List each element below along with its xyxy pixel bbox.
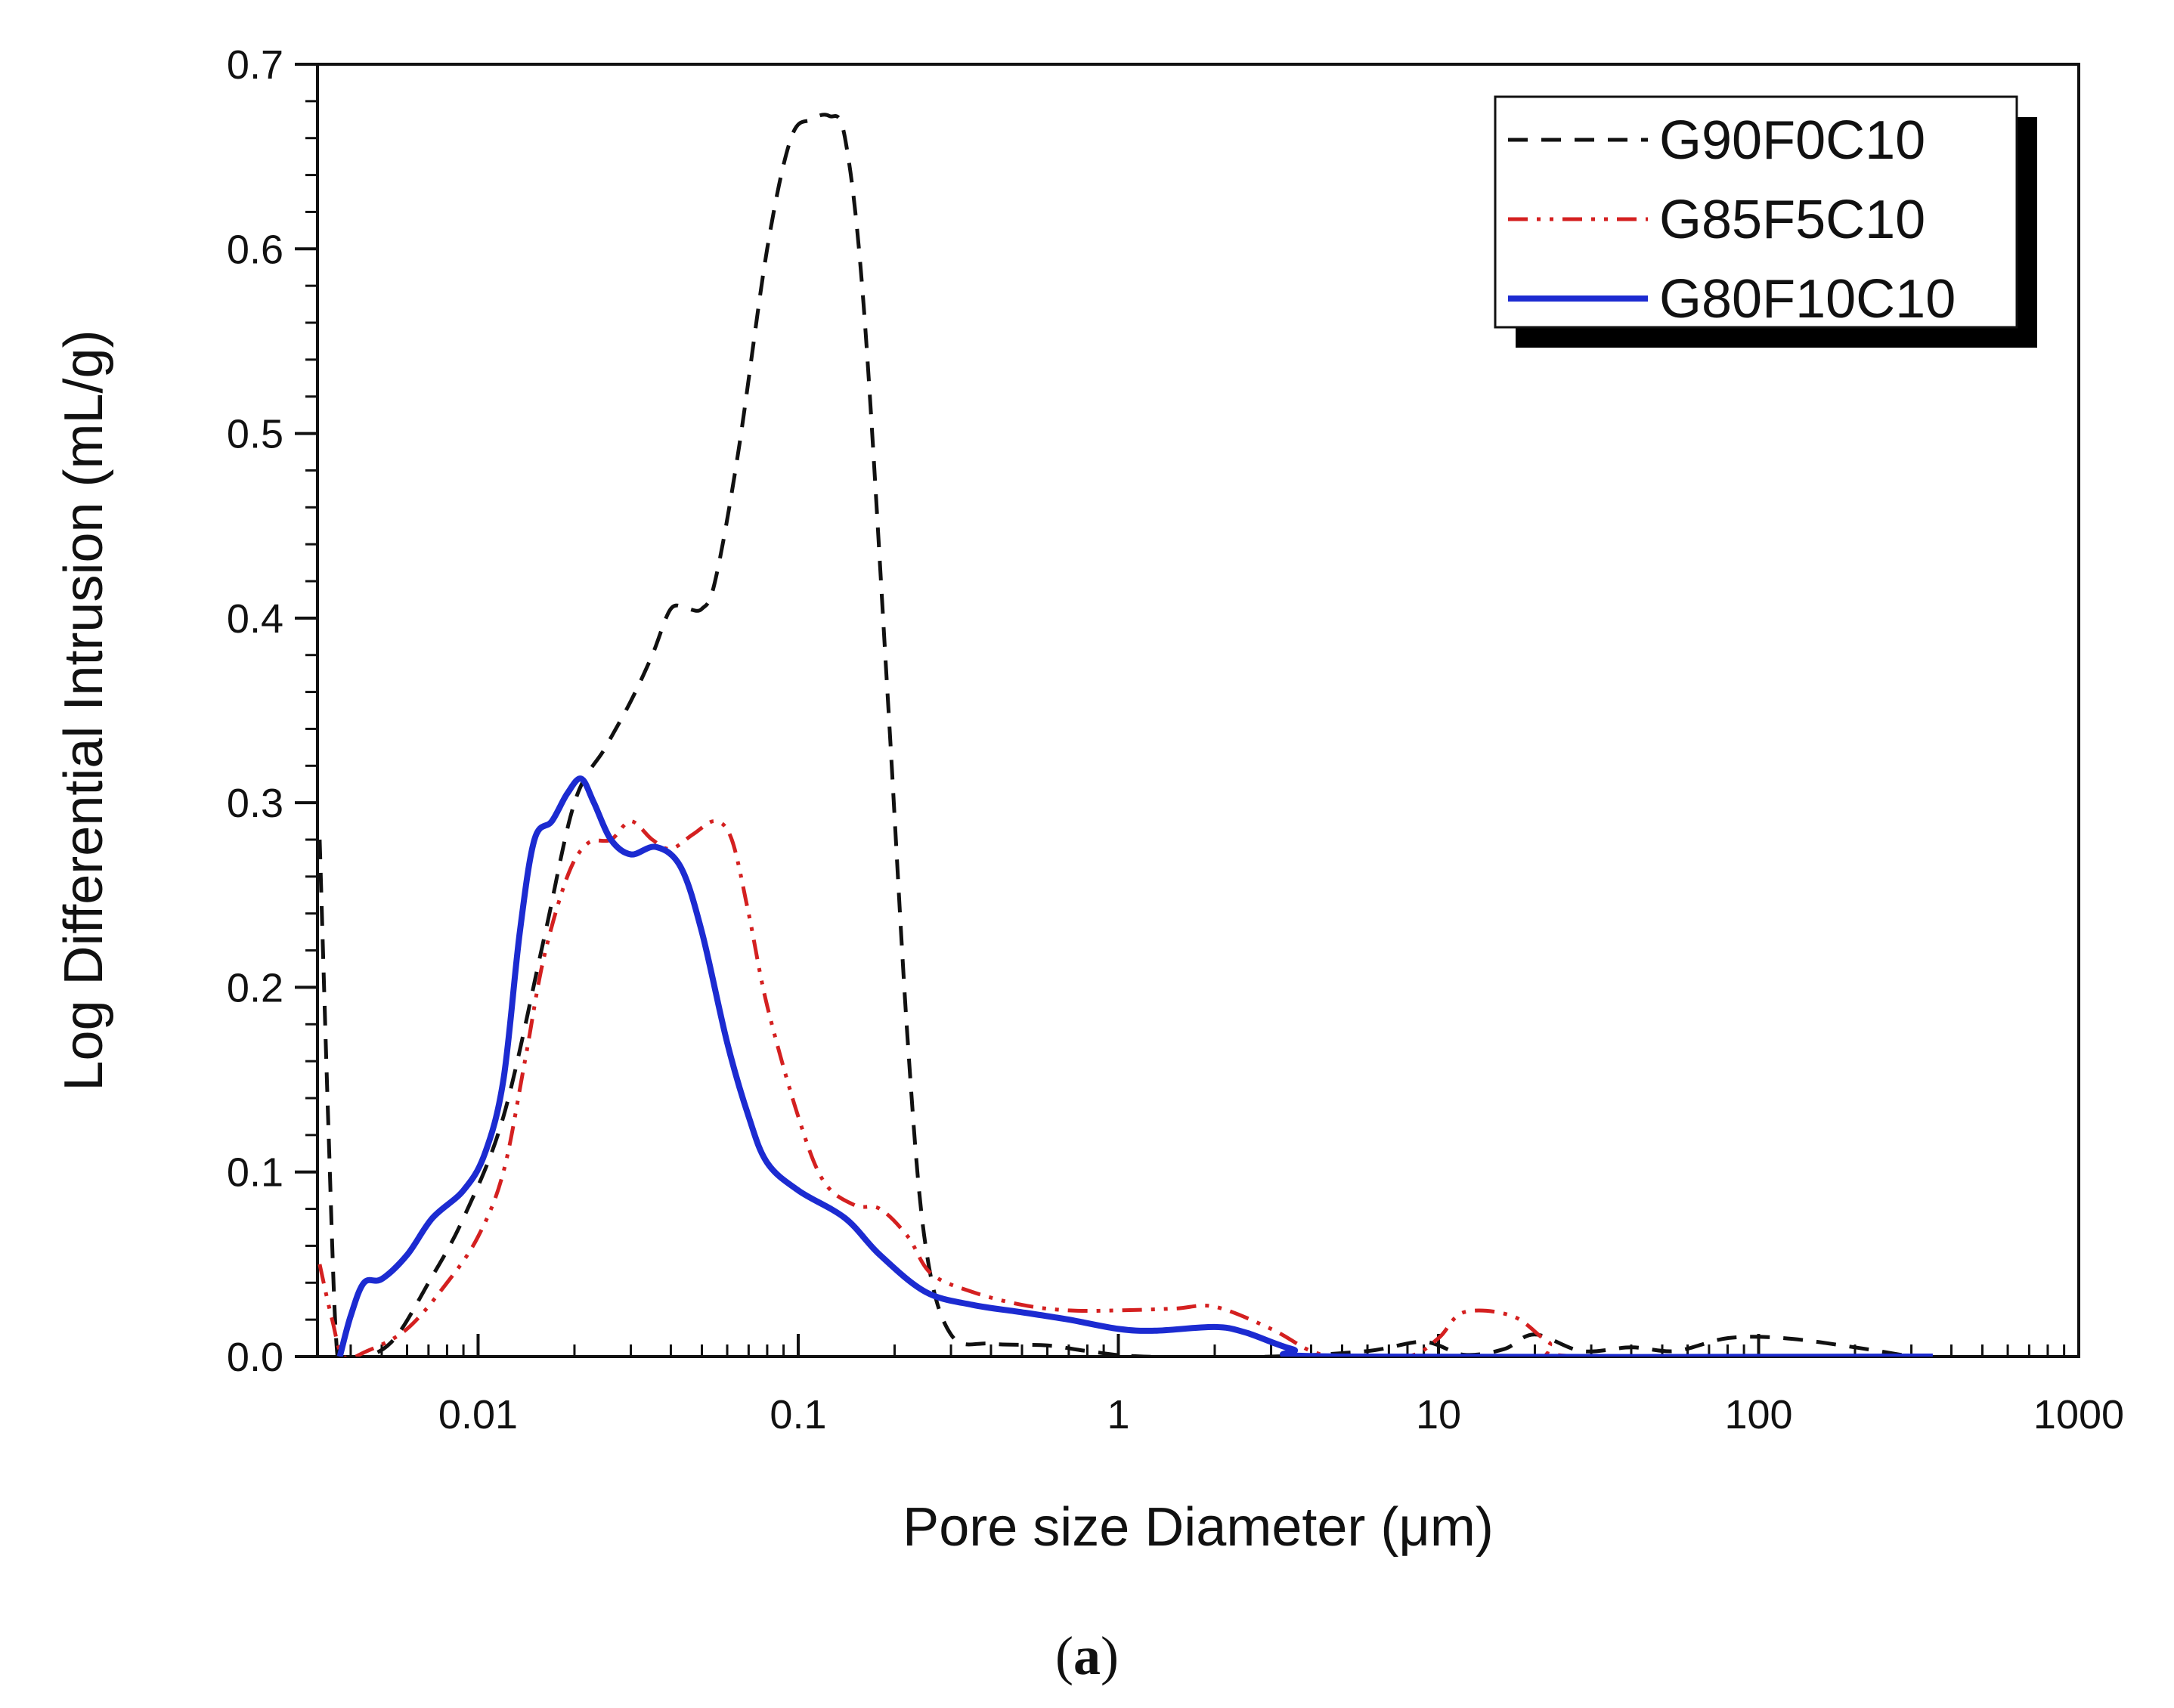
series-lines — [317, 113, 1933, 1357]
x-tick-label: 0.01 — [438, 1392, 518, 1437]
x-tick-label: 0.1 — [770, 1392, 826, 1437]
plot-area — [295, 63, 2080, 1358]
series-line-g80f10c10 — [336, 775, 1933, 1357]
plot-frame — [316, 63, 2080, 1358]
series-line-g90f0c10 — [317, 113, 1912, 1357]
x-tick-labels: 0.01 0.1 1 10 100 1000 — [438, 1392, 2124, 1437]
legend-box — [1494, 95, 2018, 329]
caption-close-paren: ) — [1101, 1626, 1119, 1686]
figure-caption: (a) — [1055, 1626, 1119, 1686]
y-tick-labels: 0.0 0.1 0.2 0.3 0.4 0.5 0.6 0.7 — [227, 42, 283, 1380]
legend-label-g90f0c10: G90F0C10 — [1659, 110, 1925, 171]
caption-letter: a — [1073, 1626, 1101, 1686]
y-tick-label: 0.7 — [227, 42, 283, 88]
y-tick-label: 0.5 — [227, 412, 283, 457]
x-tick-label: 10 — [1416, 1392, 1461, 1437]
y-tick-label: 0.1 — [227, 1150, 283, 1196]
y-axis-title: Log Differential Intrusion (mL/g) — [54, 330, 114, 1091]
legend-items: G90F0C10 G85F5C10 G80F10C10 — [1508, 110, 1956, 330]
y-tick-label: 0.3 — [227, 781, 283, 826]
legend-label-g85f5c10: G85F5C10 — [1659, 190, 1925, 250]
y-tick-label: 0.4 — [227, 596, 283, 642]
y-tick-label: 0.6 — [227, 227, 283, 272]
legend: G90F0C10 G85F5C10 G80F10C10 — [1494, 95, 2037, 348]
y-tick-label: 0.2 — [227, 965, 283, 1010]
x-axis-title: Pore size Diameter (μm) — [903, 1497, 1494, 1558]
legend-label-g80f10c10: G80F10C10 — [1659, 269, 1956, 330]
y-tick-label: 0.0 — [227, 1335, 283, 1380]
x-tick-label: 100 — [1724, 1392, 1792, 1437]
caption-open-paren: ( — [1055, 1626, 1073, 1686]
series-line-g85f5c10 — [317, 819, 1933, 1357]
x-tick-label: 1000 — [2033, 1392, 2124, 1437]
x-tick-label: 1 — [1107, 1392, 1129, 1437]
